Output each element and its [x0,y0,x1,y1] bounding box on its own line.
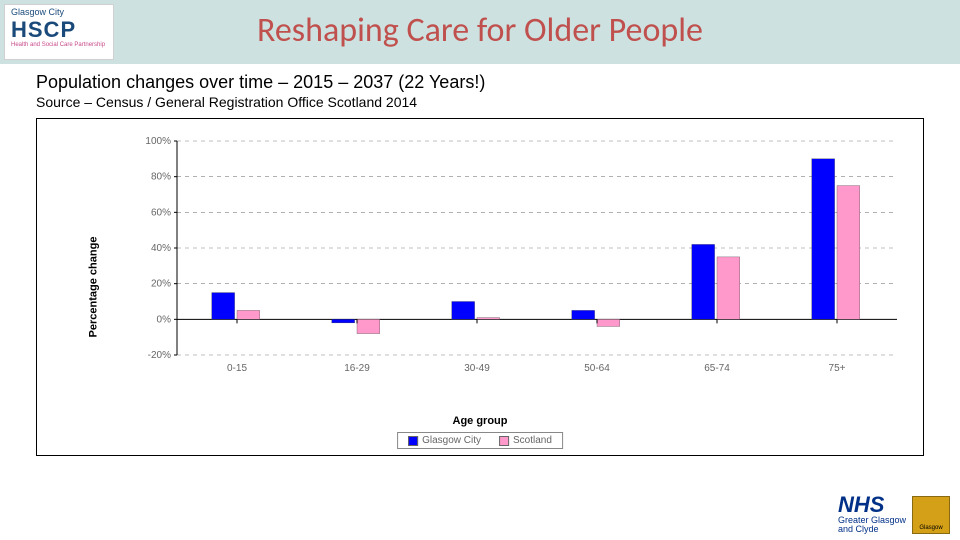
legend-swatch [499,436,509,446]
svg-text:75+: 75+ [829,363,846,374]
chart-source: Source – Census / General Registration O… [36,94,417,110]
svg-text:65-74: 65-74 [704,363,730,374]
page-title: Reshaping Care for Older People [0,10,960,51]
chart-container: Percentage change -20% 0% 20% 40% 60% 80% 100%… [36,118,924,456]
x-axis-label: Age group [37,415,923,427]
y-axis-label: Percentage change [87,237,99,338]
legend-item: Glasgow City [408,435,481,446]
footer-logos: NHS Greater Glasgow and Clyde Glasgow [838,494,950,534]
svg-text:-20%: -20% [148,350,171,361]
svg-text:30-49: 30-49 [464,363,490,374]
svg-text:0%: 0% [157,314,172,325]
svg-text:20%: 20% [151,279,171,290]
nhs-logo: NHS Greater Glasgow and Clyde [838,494,906,534]
svg-text:0-15: 0-15 [227,363,247,374]
svg-text:100%: 100% [145,136,171,147]
svg-text:60%: 60% [151,207,171,218]
svg-text:16-29: 16-29 [344,363,370,374]
legend-swatch [408,436,418,446]
bar-chart: -20% 0% 20% 40% 60% 80% 100% 0-15 16-29 30-49 50-6… [127,135,907,395]
svg-text:40%: 40% [151,243,171,254]
nhs-line3: and Clyde [838,525,906,534]
glasgow-council-logo: Glasgow [912,496,950,534]
gcc-label: Glasgow [919,525,942,531]
svg-text:50-64: 50-64 [584,363,610,374]
legend-label: Glasgow City [422,435,481,446]
legend: Glasgow City Scotland [397,432,563,449]
svg-text:80%: 80% [151,172,171,183]
legend-label: Scotland [513,435,552,446]
chart-subtitle: Population changes over time – 2015 – 20… [36,72,485,93]
legend-item: Scotland [499,435,552,446]
plot-area: -20% 0% 20% 40% 60% 80% 100% 0-15 16-29 30-49 50-6… [127,135,907,375]
nhs-wave: NHS [838,494,906,516]
